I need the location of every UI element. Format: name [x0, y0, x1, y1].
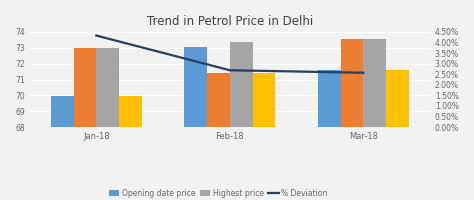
- Bar: [230, 42, 253, 200]
- Legend: Opening date price, Closing date price, Highest price, Lowest price, % Deviation: Opening date price, Closing date price, …: [107, 187, 329, 200]
- Bar: [51, 96, 73, 200]
- Title: Trend in Petrol Price in Delhi: Trend in Petrol Price in Delhi: [146, 15, 313, 28]
- Bar: [363, 39, 386, 200]
- Bar: [253, 73, 275, 200]
- Bar: [318, 70, 341, 200]
- Bar: [207, 73, 230, 200]
- Bar: [73, 48, 96, 200]
- Bar: [119, 96, 142, 200]
- Bar: [184, 47, 207, 200]
- Bar: [96, 48, 119, 200]
- Bar: [386, 70, 409, 200]
- Bar: [341, 39, 363, 200]
